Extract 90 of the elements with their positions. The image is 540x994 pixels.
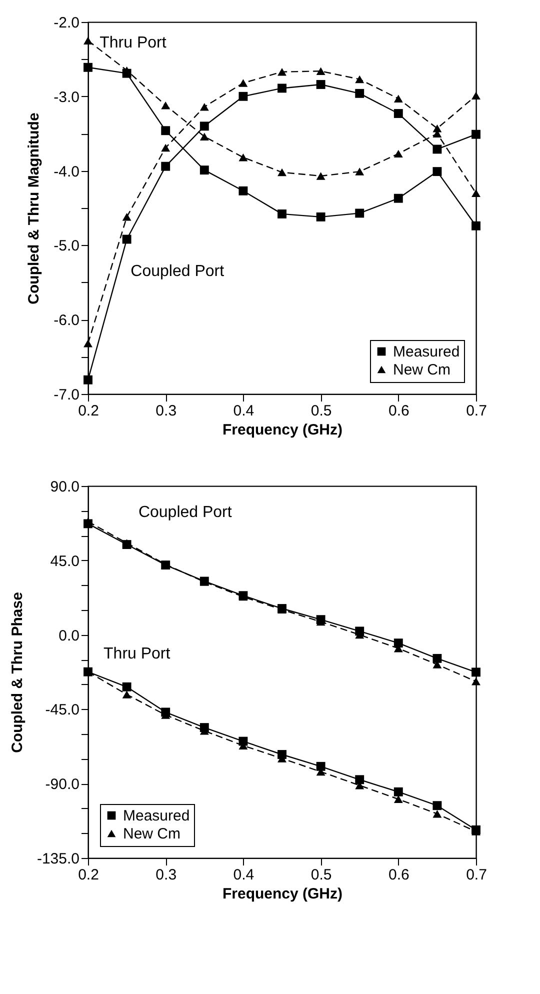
y-tick-label: 45.0: [50, 552, 80, 570]
x-tick-label: 0.5: [310, 402, 332, 420]
legend-label: Measured: [123, 808, 190, 824]
y-tick-label: 0.0: [58, 627, 80, 644]
point: [122, 690, 132, 698]
legend-label: New Cm: [393, 362, 451, 378]
point: [432, 144, 442, 154]
point: [238, 186, 248, 196]
point: [278, 168, 286, 176]
x-tick-label: 0.6: [388, 402, 410, 420]
point: [84, 340, 92, 348]
point: [200, 132, 209, 140]
point: [316, 212, 326, 222]
x-tick-label: 0.3: [156, 866, 177, 884]
y-tick-label: -3.0: [54, 88, 80, 106]
point: [84, 36, 92, 44]
x-tick-label: 0.6: [388, 866, 410, 884]
point: [472, 189, 480, 197]
annotation: Coupled Port: [130, 263, 225, 280]
y-axis-title: Coupled & Thru Magnitude: [26, 112, 43, 304]
point: [394, 109, 403, 118]
y-tick-label: -4.0: [54, 163, 80, 180]
x-tick-label: 0.2: [78, 866, 99, 884]
y-tick-label: -6.0: [54, 312, 80, 330]
legend-label: Measured: [393, 344, 460, 360]
point: [278, 68, 286, 76]
x-tick-label: 0.4: [233, 402, 254, 420]
point: [122, 234, 132, 244]
point: [432, 810, 442, 818]
y-tick-label: -45.0: [45, 702, 80, 719]
point: [355, 88, 364, 98]
point: [122, 66, 132, 74]
point: [278, 209, 286, 218]
annotation: Thru Port: [104, 645, 171, 662]
point: [161, 126, 170, 136]
y-tick-label: -90.0: [45, 776, 80, 794]
x-tick-label: 0.5: [310, 866, 332, 884]
point: [394, 795, 403, 804]
point: [394, 787, 403, 796]
point: [355, 775, 364, 784]
point: [472, 92, 480, 100]
point: [316, 67, 326, 75]
annotation: Thru Port: [100, 34, 167, 52]
point: [316, 80, 326, 89]
y-tick-label: -7.0: [54, 386, 80, 404]
x-tick-label: 0.7: [466, 402, 487, 420]
legend-label: New Cm: [123, 826, 181, 842]
point: [394, 150, 403, 158]
x-tick-label: 0.7: [466, 866, 487, 884]
point: [432, 167, 442, 176]
point: [355, 208, 364, 218]
point: [316, 172, 326, 180]
point: [355, 75, 364, 84]
point: [472, 221, 480, 230]
point: [472, 130, 480, 139]
point: [84, 375, 92, 384]
point: [200, 166, 209, 175]
point: [316, 762, 326, 771]
point: [472, 668, 480, 677]
point: [161, 162, 170, 171]
y-tick-label: -2.0: [54, 14, 80, 32]
point: [394, 638, 403, 648]
x-tick-label: 0.3: [156, 402, 177, 420]
point: [432, 801, 442, 810]
point: [200, 122, 209, 131]
x-axis-title: Frequency (GHz): [222, 886, 343, 902]
y-tick-label: -135.0: [36, 850, 80, 868]
point: [84, 62, 92, 72]
point: [238, 92, 248, 101]
point: [278, 84, 286, 93]
point: [122, 682, 132, 692]
point: [394, 94, 403, 103]
x-tick-label: 0.2: [78, 402, 99, 420]
point: [432, 124, 442, 132]
y-tick-label: 90.0: [50, 478, 80, 496]
point: [161, 101, 170, 110]
point: [122, 213, 132, 221]
point: [472, 678, 480, 686]
y-tick-label: -5.0: [54, 238, 80, 255]
point: [394, 194, 403, 203]
annotation: Coupled Port: [138, 504, 232, 522]
point: [238, 154, 248, 162]
point: [161, 144, 170, 152]
x-tick-label: 0.4: [233, 866, 254, 884]
y-axis-title: Coupled & Thru Phase: [8, 592, 26, 753]
x-axis-title: Frequency (GHz): [222, 422, 343, 438]
point: [432, 654, 442, 663]
point: [355, 168, 364, 176]
point: [200, 102, 209, 111]
point: [238, 79, 248, 87]
